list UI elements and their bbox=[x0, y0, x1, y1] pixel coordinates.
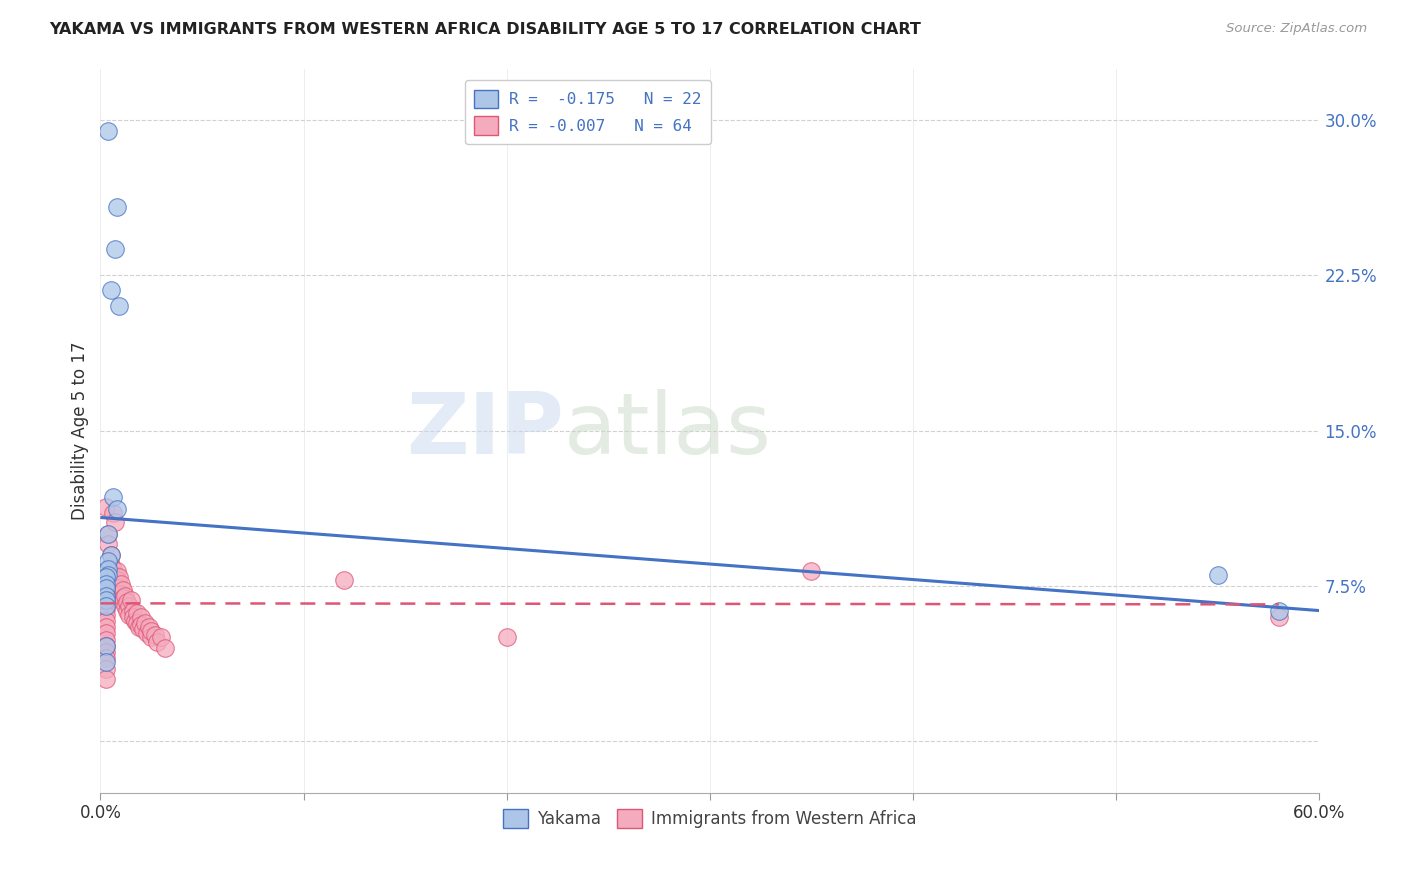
Point bbox=[110, 576, 132, 591]
Point bbox=[155, 640, 177, 655]
Point bbox=[111, 582, 134, 597]
Point bbox=[136, 626, 159, 640]
Point bbox=[100, 548, 122, 562]
Point bbox=[97, 562, 120, 576]
Point bbox=[132, 622, 155, 636]
Point bbox=[96, 593, 118, 607]
Point bbox=[105, 585, 128, 599]
Point bbox=[1268, 609, 1291, 624]
Point bbox=[125, 606, 148, 620]
Point bbox=[101, 506, 124, 520]
Point bbox=[124, 614, 146, 628]
Point bbox=[103, 242, 125, 256]
Point bbox=[333, 573, 356, 587]
Point bbox=[114, 589, 136, 603]
Point bbox=[96, 589, 118, 603]
Point bbox=[97, 537, 120, 551]
Point bbox=[115, 595, 138, 609]
Point bbox=[103, 568, 125, 582]
Point bbox=[120, 593, 142, 607]
Point bbox=[96, 656, 118, 670]
Point bbox=[143, 628, 166, 642]
Point bbox=[800, 564, 823, 578]
Point bbox=[97, 123, 120, 137]
Point bbox=[141, 631, 163, 645]
Point bbox=[1268, 604, 1291, 618]
Point bbox=[96, 601, 118, 615]
Point bbox=[100, 283, 122, 297]
Point bbox=[107, 570, 129, 584]
Point bbox=[129, 609, 152, 624]
Point bbox=[1206, 568, 1229, 582]
Point bbox=[101, 562, 124, 576]
Point bbox=[105, 502, 128, 516]
Point bbox=[115, 604, 138, 618]
Point bbox=[96, 582, 118, 597]
Point bbox=[96, 632, 118, 647]
Text: ZIP: ZIP bbox=[406, 389, 564, 472]
Point bbox=[96, 645, 118, 659]
Point bbox=[96, 639, 118, 653]
Point bbox=[105, 573, 128, 587]
Point bbox=[101, 490, 124, 504]
Point bbox=[103, 579, 125, 593]
Point bbox=[96, 500, 118, 515]
Point bbox=[101, 573, 124, 587]
Point bbox=[128, 620, 150, 634]
Point bbox=[96, 599, 118, 614]
Point bbox=[96, 672, 118, 686]
Point bbox=[105, 564, 128, 578]
Point bbox=[96, 639, 118, 653]
Point bbox=[105, 200, 128, 214]
Point bbox=[97, 527, 120, 541]
Point bbox=[111, 591, 134, 606]
Point bbox=[96, 651, 118, 665]
Point bbox=[138, 620, 160, 634]
Text: YAKAMA VS IMMIGRANTS FROM WESTERN AFRICA DISABILITY AGE 5 TO 17 CORRELATION CHAR: YAKAMA VS IMMIGRANTS FROM WESTERN AFRICA… bbox=[49, 22, 921, 37]
Point bbox=[96, 620, 118, 634]
Point bbox=[150, 631, 173, 645]
Text: Source: ZipAtlas.com: Source: ZipAtlas.com bbox=[1226, 22, 1367, 36]
Legend: Yakama, Immigrants from Western Africa: Yakama, Immigrants from Western Africa bbox=[496, 803, 922, 835]
Point bbox=[141, 624, 163, 639]
Point bbox=[97, 527, 120, 541]
Point bbox=[96, 595, 118, 609]
Point bbox=[97, 554, 120, 568]
Point bbox=[100, 548, 122, 562]
Y-axis label: Disability Age 5 to 17: Disability Age 5 to 17 bbox=[72, 342, 89, 520]
Point bbox=[96, 607, 118, 622]
Point bbox=[103, 515, 125, 529]
Point bbox=[125, 615, 148, 630]
Point bbox=[107, 300, 129, 314]
Point bbox=[114, 599, 136, 614]
Point bbox=[495, 631, 517, 645]
Point bbox=[134, 615, 156, 630]
Point bbox=[96, 614, 118, 628]
Point bbox=[121, 609, 143, 624]
Point bbox=[96, 576, 118, 591]
Point bbox=[129, 618, 152, 632]
Point bbox=[110, 587, 132, 601]
Point bbox=[100, 558, 122, 572]
Point bbox=[146, 634, 169, 648]
Point bbox=[121, 604, 143, 618]
Point bbox=[118, 607, 141, 622]
Point bbox=[96, 661, 118, 675]
Point bbox=[118, 599, 141, 614]
Point bbox=[97, 568, 120, 582]
Point bbox=[110, 593, 132, 607]
Point bbox=[107, 581, 129, 595]
Point bbox=[96, 570, 118, 584]
Point bbox=[96, 589, 118, 603]
Text: atlas: atlas bbox=[564, 389, 772, 472]
Point bbox=[96, 581, 118, 595]
Point bbox=[96, 626, 118, 640]
